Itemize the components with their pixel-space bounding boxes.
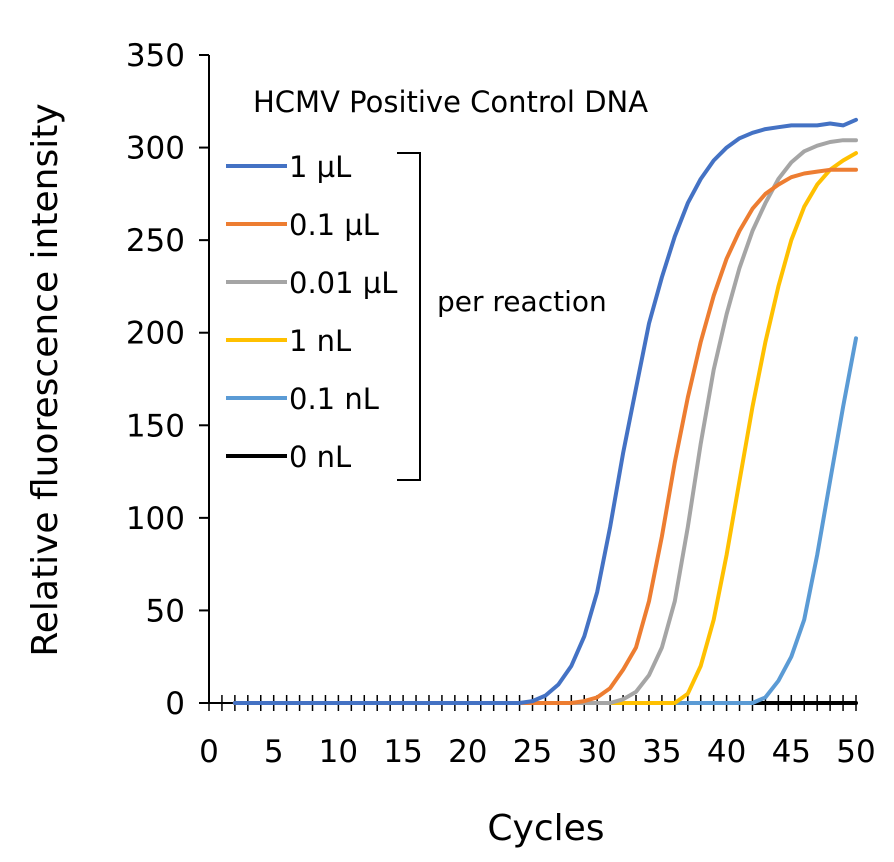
y-tick-label: 150 (126, 408, 185, 444)
series-line (232, 117, 858, 705)
y-axis-label: Relative fluorescence intensity (25, 103, 66, 656)
axes: 0 50 100 150 200 250 300 350 0 5 10 15 20 25 30 35 40 45 5… (126, 38, 876, 770)
chart-title: HCMV Positive Control DNA (253, 85, 648, 119)
legend-label: 0.1 nL (289, 382, 379, 416)
legend-label: 1 µL (289, 150, 351, 184)
y-tick-label: 300 (126, 131, 185, 167)
y-tick-label: 100 (126, 501, 185, 537)
y-tick-label: 200 (126, 316, 185, 352)
x-tick-label: 30 (577, 734, 616, 770)
x-tick-label: 10 (319, 734, 358, 770)
legend-label: 0.1 µL (289, 208, 379, 242)
x-tick-label: 0 (199, 734, 219, 770)
x-tick-label: 50 (836, 734, 875, 770)
legend-label: 1 nL (289, 324, 351, 358)
y-tick-label: 0 (165, 686, 185, 722)
y-tick-label: 250 (126, 223, 185, 259)
legend: 1 µL 0.1 µL 0.01 µL 1 nL 0.1 nL 0 nL (226, 150, 397, 474)
legend-bracket (397, 152, 421, 481)
series-line (232, 151, 858, 705)
series-line (232, 336, 858, 705)
x-tick-label: 25 (513, 734, 552, 770)
x-tick-label: 40 (707, 734, 746, 770)
x-tick-label: 15 (383, 734, 422, 770)
series-layer (232, 117, 858, 705)
x-axis-label: Cycles (487, 808, 604, 849)
y-tick-label: 50 (146, 593, 185, 629)
x-tick-label: 5 (264, 734, 284, 770)
series-line (232, 167, 858, 705)
legend-label: 0 nL (289, 440, 351, 474)
x-tick-label: 20 (448, 734, 487, 770)
series-line (232, 138, 858, 705)
x-tick-label: 45 (772, 734, 811, 770)
y-tick-label: 350 (126, 38, 185, 74)
bracket-label: per reaction (437, 285, 607, 318)
x-tick-label: 35 (642, 734, 681, 770)
legend-label: 0.01 µL (289, 266, 397, 300)
